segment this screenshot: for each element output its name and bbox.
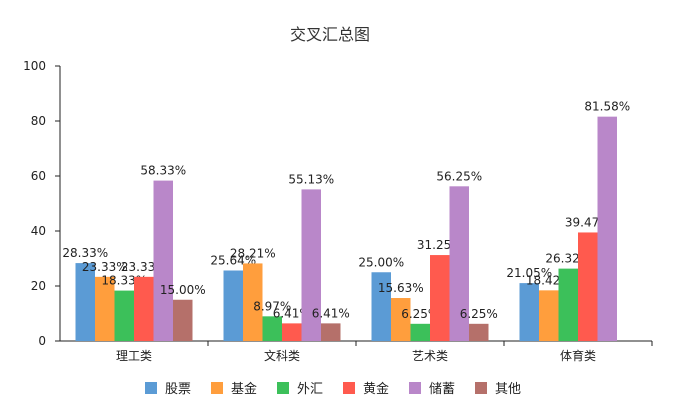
data-label: 56.25%: [436, 169, 482, 183]
bar: [430, 255, 450, 341]
bar: [75, 263, 95, 341]
data-label: 81.58%: [584, 100, 630, 114]
x-tick-label: 文科类: [264, 348, 300, 363]
legend-label: 外汇: [297, 382, 323, 397]
bar: [391, 298, 411, 341]
bar: [578, 232, 598, 341]
data-label: 6.25%: [401, 307, 439, 321]
legend-swatch: [409, 382, 421, 394]
data-label: 8.97%: [253, 299, 291, 313]
y-tick-label: 0: [38, 334, 46, 348]
plot-area: 020406080100理工类28.33%23.33%18.33%23.33%5…: [23, 59, 653, 363]
data-label: 21.05%: [506, 266, 552, 280]
bar: [95, 276, 115, 341]
legend-swatch: [343, 382, 355, 394]
legend-label: 黄金: [363, 381, 389, 397]
x-tick-label: 体育类: [560, 348, 596, 363]
bar: [301, 189, 321, 341]
data-label: 55.13%: [288, 172, 334, 186]
data-label: 28.21%: [230, 246, 276, 260]
bar: [153, 180, 173, 341]
legend-swatch: [211, 382, 223, 394]
legend-label: 股票: [165, 382, 191, 397]
data-label: 28.33%: [62, 246, 108, 260]
bar: [558, 268, 578, 341]
y-tick-label: 40: [31, 224, 46, 238]
bar: [321, 323, 341, 341]
bar: [519, 283, 539, 341]
bar: [597, 116, 617, 341]
x-tick-label: 理工类: [116, 349, 152, 363]
data-label: 6.41%: [273, 306, 311, 320]
chart-title: 交叉汇总图: [290, 25, 370, 44]
bar: [262, 316, 282, 341]
legend: 股票 基金 外汇 黄金 储蓄 其他: [145, 381, 521, 397]
bar: [114, 290, 134, 341]
legend-label: 其他: [495, 382, 521, 397]
bar: [223, 270, 243, 341]
y-tick-label: 100: [23, 59, 46, 73]
y-tick-label: 20: [31, 279, 46, 293]
bar: [449, 186, 469, 341]
bar: [410, 323, 430, 341]
bar: [539, 290, 559, 341]
data-label: 23.33%: [82, 260, 128, 274]
y-tick-label: 80: [31, 114, 46, 128]
bar: [243, 263, 263, 341]
bar: [173, 299, 193, 341]
bar: [134, 276, 154, 341]
legend-label: 储蓄: [429, 382, 455, 397]
data-label: 25.00%: [358, 255, 404, 269]
y-tick-label: 60: [31, 169, 46, 183]
data-label: 58.33%: [140, 164, 186, 178]
legend-swatch: [475, 382, 487, 394]
legend-label: 基金: [231, 381, 257, 397]
data-label: 15.00%: [160, 283, 206, 297]
bar: [469, 323, 489, 341]
data-label: 6.25%: [460, 307, 498, 321]
bar: [371, 272, 391, 341]
x-tick-label: 艺术类: [412, 349, 448, 363]
legend-swatch: [145, 382, 157, 394]
legend-swatch: [277, 382, 289, 394]
bar: [282, 323, 302, 341]
data-label: 15.63%: [378, 281, 424, 295]
data-label: 6.41%: [312, 306, 350, 320]
